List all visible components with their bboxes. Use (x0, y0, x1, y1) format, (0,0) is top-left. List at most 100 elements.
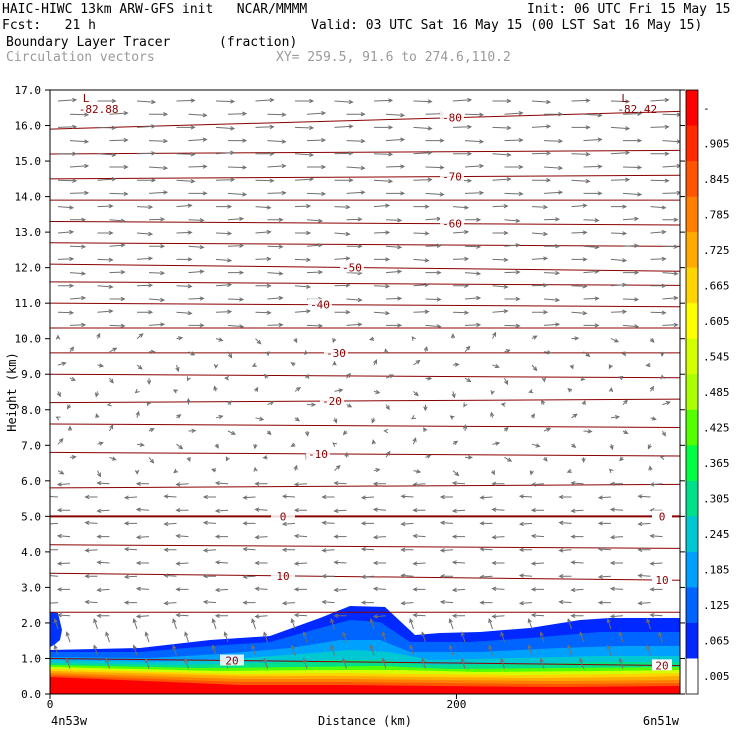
colorbar-swatch (686, 90, 698, 127)
circulation-vector (109, 164, 129, 170)
circulation-vector (570, 613, 584, 618)
circulation-vector (425, 324, 442, 329)
contour-label-bg (440, 170, 464, 182)
circulation-vector (413, 469, 422, 474)
contour-label-right: 0 (659, 510, 666, 523)
circulation-vector (617, 375, 624, 381)
circulation-vector (569, 364, 574, 370)
circulation-vector (648, 465, 653, 471)
circulation-vector (255, 229, 272, 235)
circulation-vector (106, 402, 112, 407)
circulation-vector (255, 256, 272, 262)
circulation-vector (136, 442, 145, 447)
circulation-vector (84, 599, 98, 605)
contour-label-bg (324, 346, 348, 358)
circulation-vector (650, 178, 670, 183)
y-tick-label: 1.0 (21, 652, 41, 665)
circulation-vector (50, 575, 59, 577)
circulation-vector (386, 191, 406, 196)
circulation-vector (255, 124, 275, 130)
circulation-vector (504, 296, 521, 302)
circulation-vector (609, 586, 624, 592)
circulation-vector (136, 124, 157, 129)
circulation-vector (531, 335, 538, 340)
circulation-vector (332, 442, 338, 447)
circulation-vector (518, 600, 533, 606)
circulation-vector (463, 402, 468, 408)
circulation-vector (290, 618, 296, 630)
circulation-vector (334, 464, 341, 471)
circulation-vector (570, 534, 584, 539)
circulation-vector (137, 178, 157, 183)
circulation-vector (400, 521, 414, 527)
circulation-vector (149, 244, 166, 249)
circulation-vector (465, 217, 482, 222)
circulation-vector (621, 351, 626, 357)
circulation-vector (211, 644, 217, 656)
circulation-vector (504, 323, 521, 329)
circulation-vector (56, 391, 61, 398)
circulation-vector (302, 631, 308, 643)
circulation-vector (637, 494, 651, 499)
circulation-vector (491, 560, 505, 566)
circulation-vector (571, 413, 578, 419)
circulation-vector (491, 586, 505, 592)
circulation-vector (135, 534, 150, 540)
circulation-vector (491, 481, 505, 486)
circulation-vector (57, 470, 65, 475)
circulation-vector (570, 508, 584, 513)
circulation-vector (373, 468, 381, 473)
circulation-vector (97, 152, 117, 157)
circulation-vector (293, 338, 298, 344)
circulation-vector (622, 165, 643, 170)
circulation-vector (93, 618, 98, 630)
circulation-vector (267, 139, 287, 144)
circulation-vector (662, 401, 671, 406)
circulation-vector (136, 231, 154, 237)
y-tick-label: 6.0 (21, 475, 41, 488)
circulation-vector (293, 587, 307, 592)
circulation-vector (450, 333, 456, 339)
circulation-vector (307, 164, 327, 170)
y-tick-label: 0.0 (21, 688, 41, 701)
circulation-vector (504, 137, 524, 143)
circulation-vector (214, 481, 229, 486)
circulation-vector (342, 657, 347, 669)
contour-label-bg (652, 510, 672, 522)
y-tick-label: 9.0 (21, 368, 41, 381)
circulation-vector (213, 385, 218, 392)
circulation-vector (251, 644, 256, 656)
circulation-vector (148, 190, 169, 195)
circulation-vector (413, 258, 430, 263)
circulation-vector (360, 600, 374, 605)
circulation-vector (321, 548, 335, 553)
circulation-vector (372, 560, 386, 566)
y-tick-label: 16.0 (15, 120, 42, 133)
circulation-vector (334, 231, 351, 237)
circulation-vector (56, 508, 70, 513)
colorbar-swatch (686, 125, 698, 162)
circulation-vector (492, 257, 509, 263)
contour-label: -30 (326, 347, 346, 360)
colorbar-swatch (686, 445, 698, 482)
circulation-vector (56, 587, 70, 592)
circulation-vector (55, 334, 61, 340)
circulation-vector (623, 270, 640, 275)
circulation-vector (148, 165, 169, 171)
circulation-vector (163, 547, 177, 552)
circulation-vector (583, 137, 603, 142)
circulation-vector (464, 190, 485, 196)
circulation-vector (491, 614, 505, 619)
circulation-vector (650, 124, 670, 130)
circulation-vector (146, 401, 151, 407)
circulation-vector (650, 97, 670, 103)
colorbar-label: .905 (703, 137, 730, 150)
circulation-vector (532, 310, 549, 315)
circulation-vector (662, 190, 680, 196)
circulation-vector (530, 482, 545, 487)
circulation-vector (176, 336, 184, 341)
circulation-vector (346, 244, 363, 249)
contour-labels: -80 -70 -60 -50 -40 -30 -20 -10 0 0 10 10 20 20 (220, 111, 672, 672)
circulation-vector (176, 178, 196, 184)
circulation-vector (97, 284, 114, 289)
